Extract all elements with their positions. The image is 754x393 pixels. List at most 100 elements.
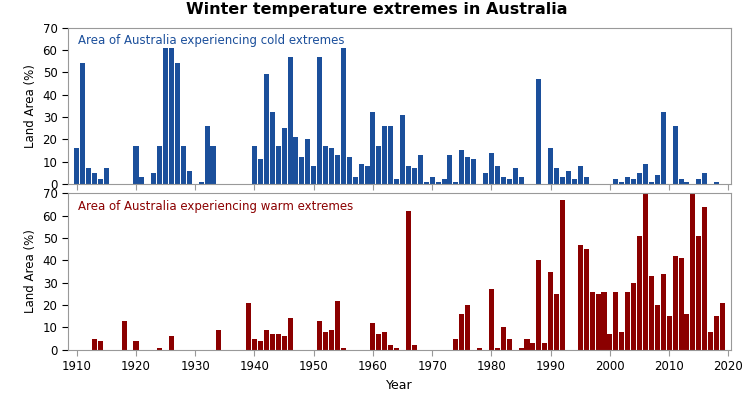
Bar xyxy=(548,272,553,350)
Bar xyxy=(590,292,595,350)
Bar xyxy=(667,316,672,350)
Bar xyxy=(566,171,571,184)
Bar xyxy=(654,305,660,350)
Bar xyxy=(364,166,369,184)
Bar xyxy=(152,173,156,184)
Bar xyxy=(341,347,346,350)
Bar xyxy=(483,173,488,184)
Bar xyxy=(489,152,494,184)
Bar xyxy=(625,292,630,350)
Bar xyxy=(287,318,293,350)
Bar xyxy=(501,327,506,350)
Bar xyxy=(264,330,269,350)
Bar xyxy=(370,323,375,350)
Bar xyxy=(86,168,91,184)
Bar xyxy=(187,171,192,184)
Bar xyxy=(139,177,145,184)
Bar xyxy=(388,126,394,184)
Bar xyxy=(376,334,382,350)
Bar xyxy=(394,180,399,184)
Bar xyxy=(578,245,583,350)
Bar xyxy=(613,292,618,350)
Bar xyxy=(287,57,293,184)
Bar xyxy=(536,261,541,350)
Bar xyxy=(157,146,162,184)
Bar xyxy=(507,339,512,350)
Bar xyxy=(418,155,423,184)
Bar xyxy=(643,164,648,184)
Bar xyxy=(163,48,168,184)
Bar xyxy=(447,155,452,184)
Bar xyxy=(679,180,684,184)
Text: Winter temperature extremes in Australia: Winter temperature extremes in Australia xyxy=(186,2,568,17)
Bar xyxy=(388,345,394,350)
Bar xyxy=(406,166,411,184)
Bar xyxy=(382,332,388,350)
Bar xyxy=(400,115,405,184)
Bar xyxy=(720,303,725,350)
Bar xyxy=(430,177,435,184)
Y-axis label: Land Area (%): Land Area (%) xyxy=(24,64,37,148)
Bar xyxy=(252,146,257,184)
Bar xyxy=(329,330,334,350)
Bar xyxy=(702,173,707,184)
Bar xyxy=(453,182,458,184)
Bar xyxy=(181,146,186,184)
Bar xyxy=(317,321,322,350)
Bar xyxy=(169,336,174,350)
Text: Area of Australia experiencing warm extremes: Area of Australia experiencing warm extr… xyxy=(78,200,353,213)
Bar xyxy=(394,347,399,350)
Bar xyxy=(554,294,559,350)
Bar xyxy=(578,166,583,184)
Bar xyxy=(281,128,287,184)
Bar xyxy=(560,177,565,184)
Bar xyxy=(596,294,601,350)
Bar xyxy=(691,193,695,350)
Bar xyxy=(542,343,547,350)
Bar xyxy=(519,177,523,184)
Bar xyxy=(92,339,97,350)
Bar xyxy=(317,57,322,184)
Bar xyxy=(572,180,577,184)
Bar xyxy=(175,63,180,184)
Bar xyxy=(104,168,109,184)
Bar xyxy=(685,314,689,350)
Bar xyxy=(679,258,684,350)
Bar xyxy=(643,191,648,350)
Bar xyxy=(264,74,269,184)
Bar xyxy=(270,334,274,350)
Bar xyxy=(293,137,299,184)
Bar xyxy=(246,303,251,350)
Y-axis label: Land Area (%): Land Area (%) xyxy=(24,230,37,314)
Bar xyxy=(654,175,660,184)
Bar xyxy=(465,157,470,184)
Bar xyxy=(98,341,103,350)
Bar xyxy=(602,292,606,350)
Bar xyxy=(359,164,363,184)
Bar xyxy=(519,347,523,350)
Bar xyxy=(631,180,636,184)
Bar xyxy=(353,177,357,184)
Bar xyxy=(258,160,263,184)
Bar xyxy=(281,336,287,350)
Bar xyxy=(649,276,654,350)
Bar xyxy=(501,177,506,184)
Bar xyxy=(685,182,689,184)
Bar xyxy=(412,168,417,184)
Bar xyxy=(276,334,280,350)
Bar xyxy=(382,126,388,184)
Bar xyxy=(619,332,624,350)
Bar xyxy=(169,48,174,184)
Bar xyxy=(714,316,719,350)
Bar xyxy=(554,168,559,184)
Bar xyxy=(708,332,713,350)
Bar xyxy=(548,148,553,184)
Bar xyxy=(412,345,417,350)
Bar xyxy=(489,289,494,350)
Bar xyxy=(305,139,311,184)
Bar xyxy=(276,146,280,184)
Bar xyxy=(560,200,565,350)
X-axis label: Year: Year xyxy=(386,379,413,392)
Bar xyxy=(198,182,204,184)
Bar xyxy=(584,249,589,350)
